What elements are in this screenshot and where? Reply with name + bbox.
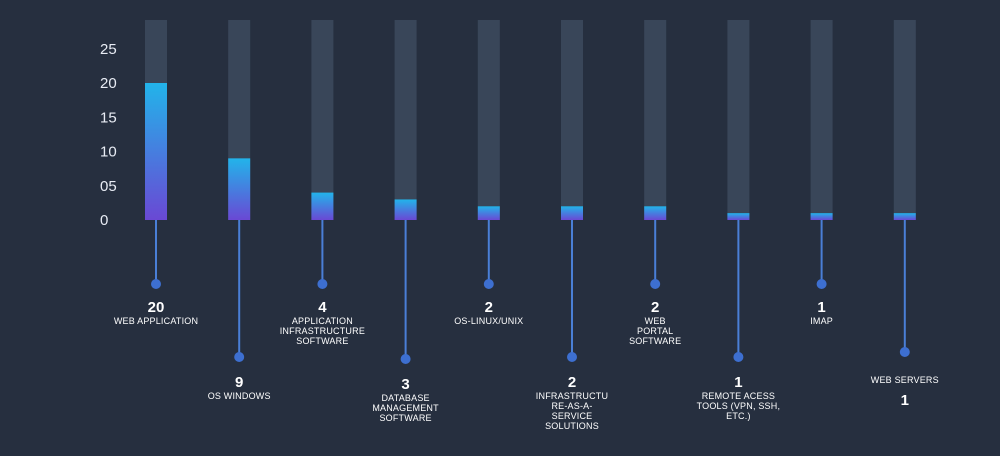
stem-dot	[567, 352, 577, 362]
stem-dot	[816, 279, 827, 289]
bar	[145, 83, 167, 220]
stems	[151, 220, 910, 364]
bar-track	[810, 20, 833, 220]
bar-track	[644, 20, 667, 220]
y-tick-label: 20	[100, 75, 117, 92]
stem-dot	[317, 279, 328, 289]
bar-tracks	[145, 20, 916, 220]
category-label: SOFTWARE	[629, 336, 681, 346]
category-label: MANAGEMENT	[372, 403, 439, 413]
category-label: WEB APPLICATION	[114, 316, 198, 326]
value-label: 2	[568, 374, 576, 391]
bar-track	[477, 20, 500, 220]
y-tick-label: 05	[100, 178, 117, 195]
stem-dot	[899, 347, 910, 357]
category-label: IMAP	[810, 316, 833, 326]
y-tick-label: 10	[100, 144, 117, 161]
bar-track	[727, 20, 750, 220]
bar-track	[561, 20, 583, 220]
value-label: 20	[148, 299, 165, 316]
category-label: PORTAL	[637, 326, 673, 336]
value-label: 2	[651, 299, 659, 316]
bars	[145, 83, 916, 220]
bar	[727, 213, 750, 220]
stem-dot	[151, 279, 161, 289]
bar-track	[893, 20, 916, 220]
category-label: WEB	[645, 316, 666, 326]
y-tick-label: 25	[100, 41, 117, 58]
stem-dot	[234, 352, 245, 362]
category-label: APPLICATION	[292, 316, 353, 326]
bar	[810, 213, 833, 220]
category-label: RE-AS-A-	[551, 401, 592, 411]
stem-dot	[650, 279, 661, 289]
y-tick-label: 0	[100, 212, 108, 229]
bar	[644, 206, 667, 220]
bar	[893, 213, 916, 220]
bar	[311, 192, 334, 220]
y-axis: 25 20 15 10 05 0	[100, 41, 117, 229]
value-label: 4	[318, 299, 327, 316]
category-label: OS-LINUX/UNIX	[454, 316, 523, 326]
category-label: TOOLS (VPN, SSH,	[697, 401, 781, 411]
value-label: 2	[485, 299, 493, 316]
bar	[394, 199, 417, 220]
category-label: DATABASE	[381, 393, 429, 403]
category-label: WEB SERVERS	[871, 375, 939, 385]
bar-track	[311, 20, 334, 220]
bar	[561, 206, 583, 220]
category-label: SOLUTIONS	[545, 421, 599, 431]
bar	[228, 158, 251, 220]
category-label: REMOTE ACESS	[702, 391, 775, 401]
y-tick-label: 15	[100, 109, 117, 126]
value-label: 1	[901, 392, 909, 409]
category-label: ETC.)	[726, 411, 751, 421]
stem-dot	[400, 354, 411, 364]
category-label: INFRASTRUCTU	[536, 391, 608, 401]
category-label: SOFTWARE	[379, 413, 431, 423]
stem-dot	[483, 279, 494, 289]
value-label: 9	[235, 374, 243, 391]
category-label: SOFTWARE	[296, 336, 348, 346]
category-label: OS WINDOWS	[208, 391, 271, 401]
stem-dot	[733, 352, 744, 362]
category-label: SERVICE	[552, 411, 593, 421]
value-label: 1	[817, 299, 825, 316]
category-label: INFRASTRUCTURE	[280, 326, 365, 336]
value-label: 3	[401, 376, 409, 393]
value-label: 1	[734, 374, 742, 391]
bar-track	[394, 20, 417, 220]
bar	[477, 206, 500, 220]
